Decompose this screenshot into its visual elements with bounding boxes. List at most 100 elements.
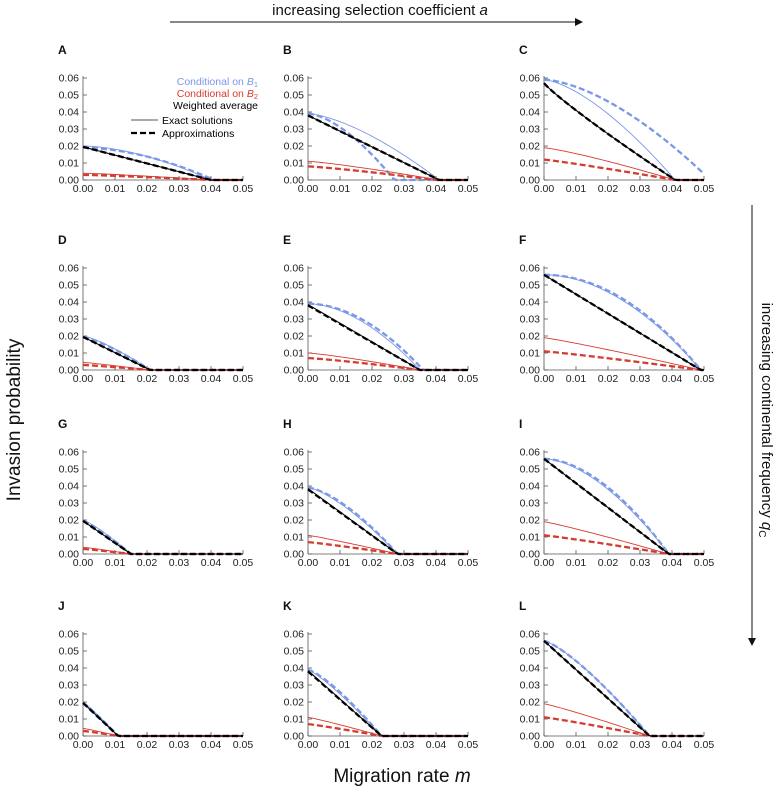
series-weighted-average-approx: [307, 670, 468, 738]
y-tick-label: 0.00: [520, 549, 541, 561]
series-b1-approx: [543, 273, 704, 372]
x-tick-label: 0.05: [233, 739, 254, 751]
y-tick-label: 0.03: [520, 314, 541, 326]
x-tick-label: 0.05: [233, 183, 254, 195]
series-b1-approx: [307, 112, 468, 182]
x-tick-label: 0.03: [169, 557, 190, 569]
y-tick-label: 0.04: [284, 481, 305, 493]
x-tick-label: 0.03: [169, 183, 190, 195]
panels: A 0.00 0.01 0.02 0.03 0.04 0.05 0.06 0.00 0.01 0.0…: [58, 43, 714, 751]
series-weighted-average-exact: [82, 702, 243, 737]
y-tick-label: 0.04: [520, 481, 541, 493]
series-b2-approx: [543, 158, 704, 182]
x-tick-label: 0.05: [458, 373, 479, 385]
x-tick-label: 0.02: [598, 183, 619, 195]
y-tick-label: 0.01: [520, 714, 541, 726]
y-tick-label: 0.06: [520, 263, 541, 275]
x-tick-label: 0.00: [298, 739, 319, 751]
y-tick-label: 0.00: [284, 549, 305, 561]
x-tick-label: 0.05: [233, 373, 254, 385]
y-tick-label: 0.06: [284, 447, 305, 459]
y-tick-label: 0.01: [284, 714, 305, 726]
x-tick-label: 0.02: [362, 373, 383, 385]
panel-c: C 0.00 0.01 0.02 0.03 0.04 0.05 0.06 0.00 0.01 0.0…: [519, 43, 714, 195]
series-weighted-average-exact: [543, 458, 704, 555]
x-tick-label: 0.01: [566, 183, 587, 195]
x-tick-label: 0.04: [426, 373, 447, 385]
right-annotation-group: increasing continental frequency qC: [756, 303, 775, 538]
y-tick-label: 0.04: [520, 297, 541, 309]
y-tick-label: 0.04: [284, 297, 305, 309]
x-tick-label: 0.04: [426, 739, 447, 751]
y-tick-label: 0.03: [284, 314, 305, 326]
y-tick-label: 0.01: [520, 158, 541, 170]
x-tick-label: 0.02: [598, 739, 619, 751]
y-tick-label: 0.01: [520, 532, 541, 544]
x-tick-label: 0.03: [630, 373, 651, 385]
series-b2-exact: [307, 352, 468, 371]
x-tick-label: 0.04: [201, 557, 222, 569]
series-weighted-average-exact: [543, 640, 704, 737]
x-tick-label: 0.03: [394, 739, 415, 751]
y-tick-label: 0.06: [520, 447, 541, 459]
series-b2-approx: [543, 716, 704, 738]
series-b1-exact: [543, 79, 704, 181]
x-tick-label: 0.05: [458, 739, 479, 751]
x-tick-label: 0.04: [201, 183, 222, 195]
series-weighted-average-approx: [307, 114, 468, 182]
x-tick-label: 0.00: [298, 373, 319, 385]
y-tick-label: 0.05: [284, 464, 305, 476]
series-b1-approx: [307, 486, 468, 556]
y-tick-label: 0.05: [520, 464, 541, 476]
x-tick-label: 0.05: [458, 557, 479, 569]
series-b2-exact: [307, 716, 468, 737]
y-tick-label: 0.01: [284, 158, 305, 170]
x-tick-label: 0.02: [137, 373, 158, 385]
y-tick-label: 0.03: [520, 124, 541, 136]
x-tick-label: 0.03: [169, 739, 190, 751]
x-tick-label: 0.02: [598, 557, 619, 569]
x-tick-label: 0.00: [534, 557, 555, 569]
series-b1-exact: [307, 113, 468, 181]
legend-exact: Exact solutions: [162, 115, 233, 127]
x-tick-label: 0.01: [105, 557, 126, 569]
y-tick-label: 0.06: [284, 73, 305, 85]
x-tick-label: 0.05: [694, 557, 715, 569]
y-tick-label: 0.06: [284, 263, 305, 275]
panel-l: L 0.00 0.01 0.02 0.03 0.04 0.05 0.06 0.00 0.01 0.0…: [519, 599, 714, 751]
x-tick-label: 0.01: [105, 739, 126, 751]
x-tick-label: 0.01: [330, 557, 351, 569]
panel-e: E 0.00 0.01 0.02 0.03 0.04 0.05 0.06 0.00 0.01 0.0…: [283, 233, 478, 385]
series-b1-approx: [307, 302, 468, 372]
y-tick-label: 0.04: [59, 107, 80, 119]
series-b1-approx: [82, 335, 243, 372]
panel-letter: I: [519, 417, 522, 431]
x-tick-label: 0.01: [330, 739, 351, 751]
panel-f: F 0.00 0.01 0.02 0.03 0.04 0.05 0.06 0.00 0.01 0.0…: [519, 233, 714, 385]
y-tick-label: 0.02: [284, 697, 305, 709]
panel-j: J 0.00 0.01 0.02 0.03 0.04 0.05 0.06 0.00 0.01 0.0…: [58, 599, 253, 751]
y-axis-label: Invasion probability: [4, 338, 25, 501]
series-b1-approx: [307, 668, 468, 738]
legend-b1: Conditional on B1: [177, 76, 258, 89]
x-tick-label: 0.00: [73, 557, 94, 569]
y-tick-label: 0.03: [284, 124, 305, 136]
panel-d: D 0.00 0.01 0.02 0.03 0.04 0.05 0.06 0.00 0.01 0.0…: [58, 233, 253, 385]
panel-letter: F: [519, 233, 526, 247]
y-tick-label: 0.06: [520, 73, 541, 85]
x-tick-label: 0.01: [105, 183, 126, 195]
y-tick-label: 0.01: [284, 348, 305, 360]
panel-letter: L: [519, 599, 526, 613]
y-tick-label: 0.00: [284, 175, 305, 187]
panel-letter: K: [283, 599, 292, 613]
y-tick-label: 0.02: [59, 515, 80, 527]
panel-i: I 0.00 0.01 0.02 0.03 0.04 0.05 0.06 0.00 0.01 0.0…: [519, 417, 714, 569]
y-tick-label: 0.02: [284, 331, 305, 343]
x-tick-label: 0.00: [534, 183, 555, 195]
legend-approx: Approximations: [162, 128, 234, 140]
y-tick-label: 0.03: [59, 124, 80, 136]
series-b1-exact: [82, 701, 243, 737]
y-tick-label: 0.01: [284, 532, 305, 544]
top-annotation: increasing selection coefficient a: [272, 2, 488, 19]
x-tick-label: 0.01: [566, 557, 587, 569]
